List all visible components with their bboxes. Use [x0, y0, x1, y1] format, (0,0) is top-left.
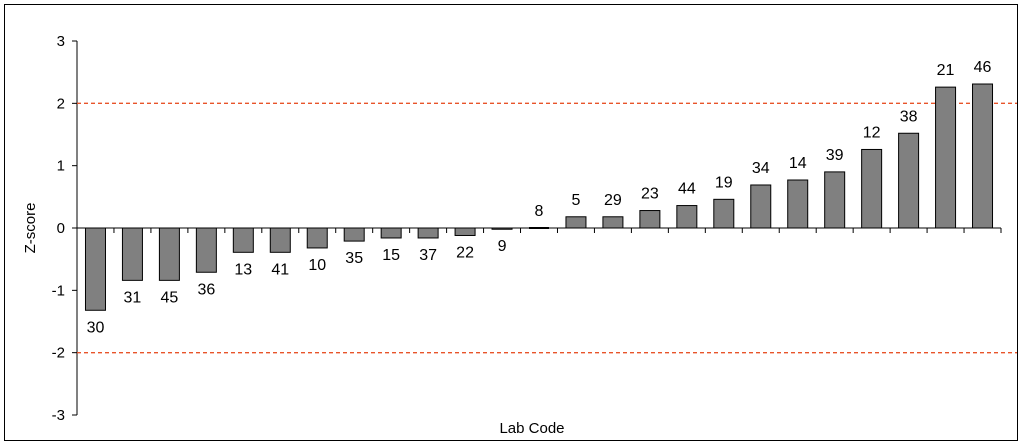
bar-label: 44 [678, 181, 696, 198]
bar [602, 216, 624, 229]
bar-label: 46 [974, 59, 992, 76]
bar-label: 19 [715, 174, 733, 191]
bar-label: 15 [382, 247, 400, 264]
y-tick-label: 2 [57, 95, 65, 112]
bar [84, 227, 106, 311]
bar-label: 41 [271, 261, 289, 278]
y-tick-label: 0 [57, 220, 65, 237]
bar-label: 30 [87, 319, 105, 336]
bar-label: 21 [937, 62, 955, 79]
bar [898, 132, 920, 229]
bar-label: 37 [419, 247, 437, 264]
bar [306, 227, 328, 249]
bar [750, 184, 772, 229]
chart-frame: -3 -2 -1 0 1 2 3 30 31 45 36 13 41 10 35 15 37 22 9 8 5 29 23 4… [4, 4, 1018, 441]
bar-label: 36 [197, 281, 215, 298]
y-tick-label: 3 [57, 33, 65, 50]
bar-label: 12 [863, 124, 881, 141]
bar [824, 171, 846, 229]
x-axis-title: Lab Code [499, 420, 564, 437]
bar [972, 83, 994, 229]
bar-label: 31 [124, 289, 142, 306]
bar-label: 9 [498, 238, 507, 255]
bar-label: 14 [789, 155, 807, 172]
bar [787, 179, 809, 229]
bar [861, 148, 883, 229]
bar [121, 227, 143, 281]
bar-label: 35 [345, 250, 363, 267]
bar [713, 198, 735, 229]
bar-label: 8 [535, 203, 544, 220]
bar [417, 227, 439, 239]
bar-label: 34 [752, 160, 770, 177]
bar [639, 210, 661, 229]
bar-label: 5 [572, 192, 581, 209]
bar [232, 227, 254, 253]
bar-label: 39 [826, 147, 844, 164]
y-tick-label: -3 [52, 407, 65, 424]
bar [195, 227, 217, 273]
y-axis-title: Z-score [22, 203, 39, 254]
y-tick-label: -2 [52, 345, 65, 362]
bar [269, 227, 291, 253]
bar-label: 45 [161, 289, 179, 306]
bar-label: 38 [900, 108, 918, 125]
bar-label: 13 [234, 261, 252, 278]
bar [454, 227, 476, 236]
y-tick-label: 1 [57, 158, 65, 175]
bar [565, 216, 587, 229]
y-tick-label: -1 [52, 282, 65, 299]
bar [491, 227, 513, 230]
bar [935, 86, 957, 229]
bar-label: 22 [456, 244, 474, 261]
bar [343, 227, 365, 242]
bar-label: 29 [604, 192, 622, 209]
bar [158, 227, 180, 281]
bar [676, 205, 698, 229]
bar-label: 10 [308, 257, 326, 274]
bar-label: 23 [641, 186, 659, 203]
bar [380, 227, 402, 239]
